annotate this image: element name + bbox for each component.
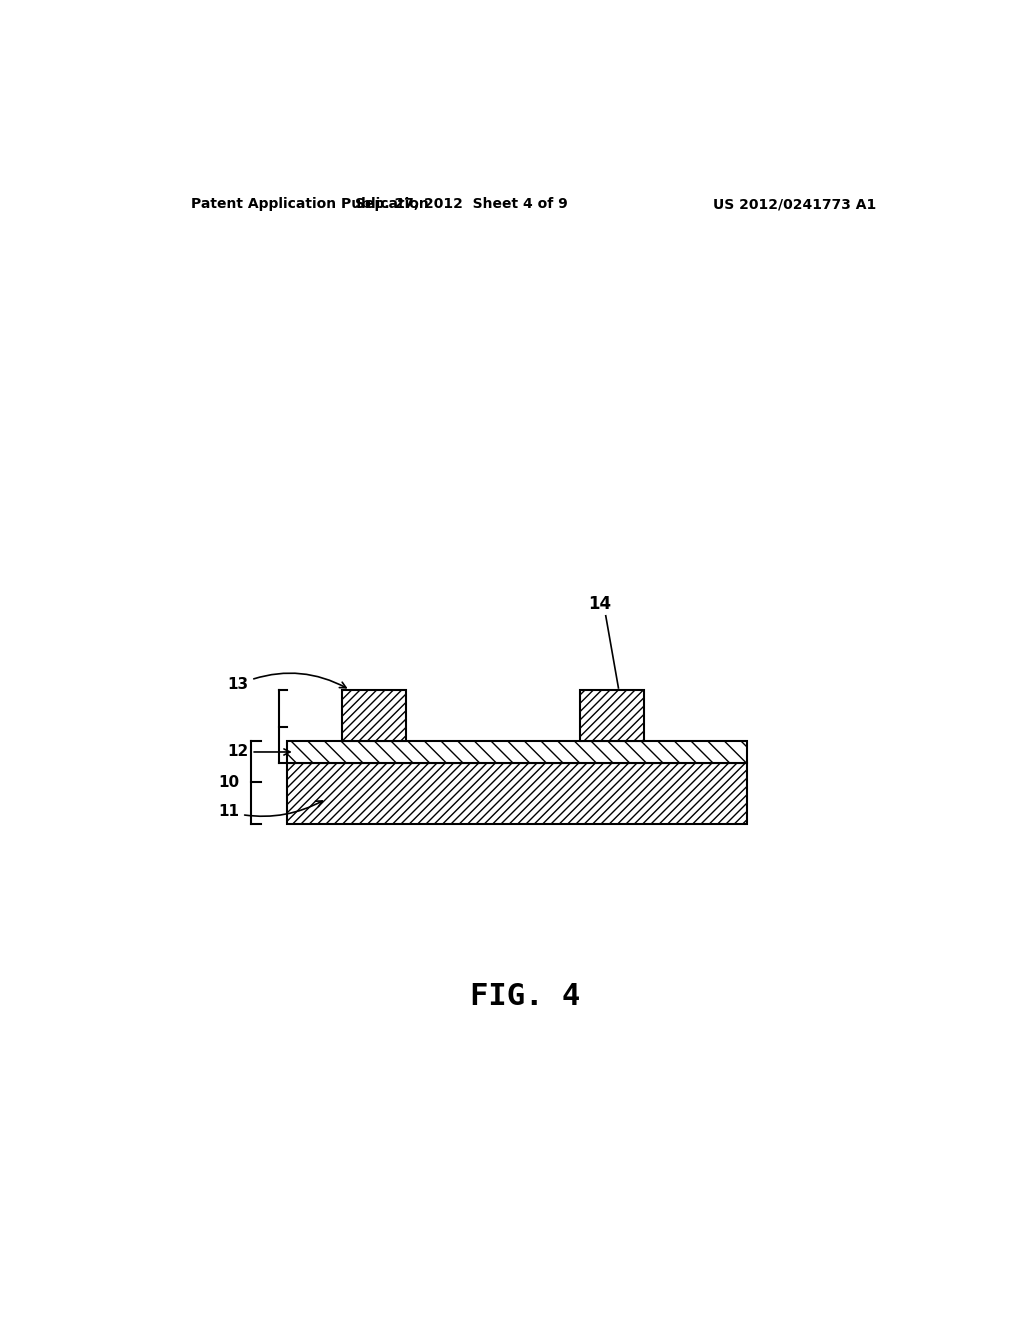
Text: Sep. 27, 2012  Sheet 4 of 9: Sep. 27, 2012 Sheet 4 of 9 (355, 197, 567, 211)
Text: 10: 10 (218, 775, 240, 789)
Text: 14: 14 (588, 594, 611, 612)
Text: Patent Application Publication: Patent Application Publication (191, 197, 429, 211)
Bar (287, 763, 748, 824)
Text: FIG. 4: FIG. 4 (470, 982, 580, 1011)
Text: US 2012/0241773 A1: US 2012/0241773 A1 (713, 197, 877, 211)
Bar (287, 741, 748, 763)
Bar (342, 690, 406, 741)
Bar (581, 690, 644, 741)
Text: 12: 12 (227, 744, 290, 759)
Text: 13: 13 (227, 673, 346, 693)
Text: 11: 11 (218, 801, 323, 820)
